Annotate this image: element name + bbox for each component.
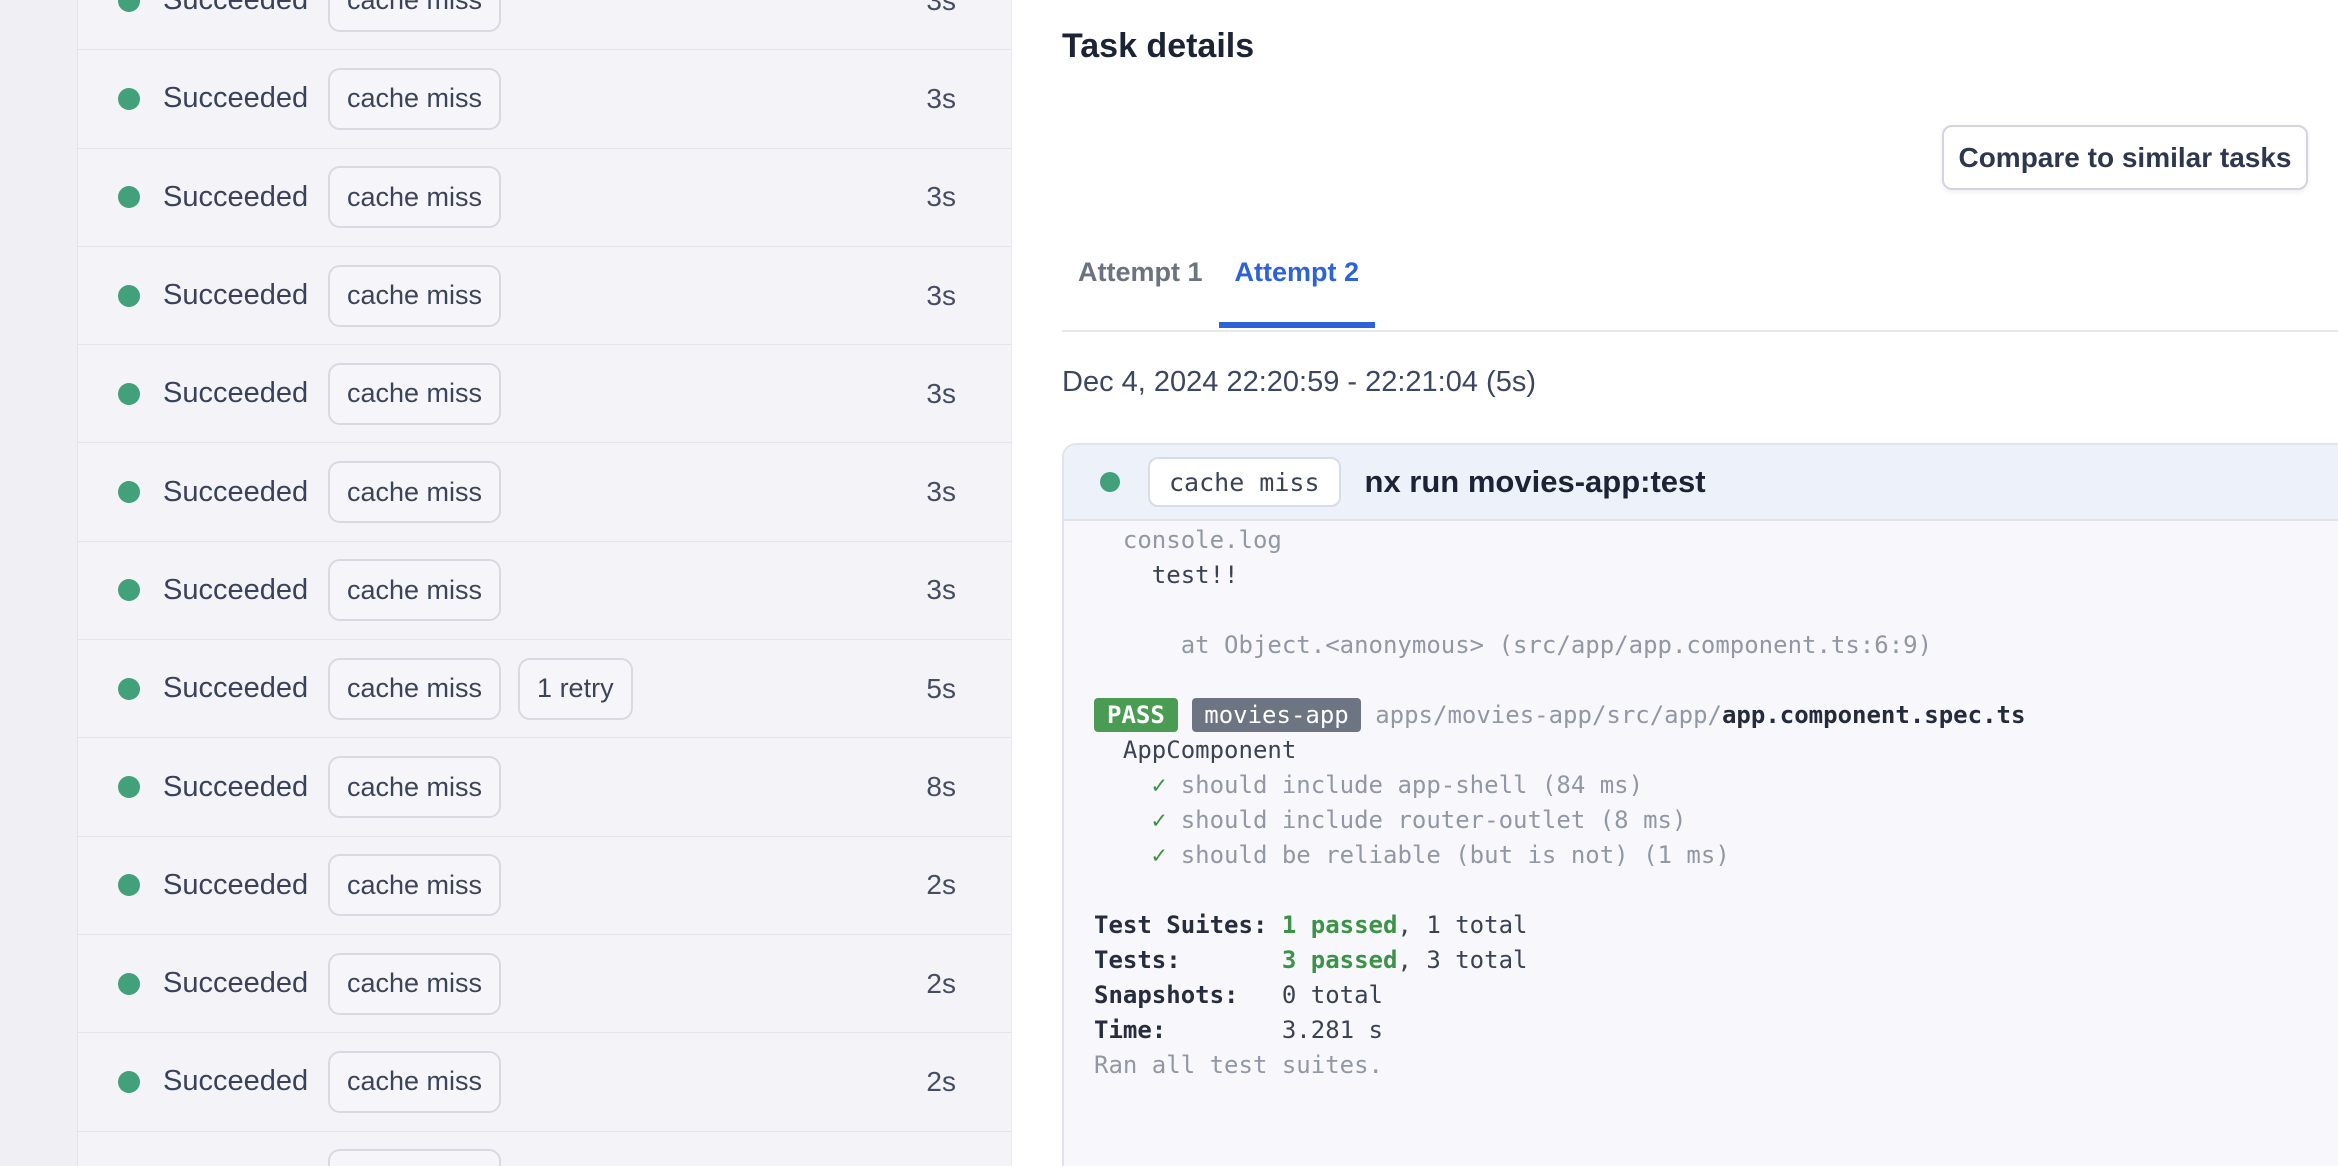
cache-miss-badge: cache miss (328, 264, 502, 327)
task-row[interactable]: Succeeded cache miss 3s (78, 247, 1011, 346)
status-dot (118, 284, 140, 307)
task-details-panel: Task details Compare to similar tasks At… (1012, 0, 2338, 1166)
status-dot (118, 874, 140, 897)
cache-miss-badge: cache miss (328, 362, 502, 425)
console-line: ✓ should be reliable (but is not) (1 ms) (1151, 841, 1730, 869)
task-duration: 3s (926, 279, 956, 311)
tab-attempt[interactable]: Attempt 2 (1218, 248, 1376, 328)
status-dot (118, 87, 140, 110)
cache-miss-badge: cache miss (328, 952, 502, 1015)
task-row[interactable]: Succeeded cache miss 3s (78, 50, 1011, 149)
task-duration: 3s (926, 574, 956, 606)
task-card: cache miss nx run movies-app:test consol… (1062, 443, 2338, 1166)
task-duration: 8s (926, 771, 956, 803)
task-row[interactable]: Succeeded cache miss 3s (78, 149, 1011, 247)
task-duration: 3s (926, 476, 956, 508)
console-line (1094, 663, 2338, 698)
task-duration: 3s (926, 0, 956, 16)
task-row[interactable]: Succeeded cache miss 2s (78, 1033, 1011, 1132)
task-row[interactable]: Succeeded cache miss 3s (78, 443, 1011, 542)
task-duration: 2s (926, 1065, 956, 1097)
status-dot (118, 677, 140, 700)
cache-miss-badge: cache miss (328, 1050, 502, 1113)
task-row[interactable]: cache miss (78, 1132, 1011, 1166)
tabs-divider (1062, 330, 2338, 332)
left-gutter (0, 0, 78, 1166)
console-line (1094, 593, 2338, 628)
task-status-label: Succeeded (163, 0, 309, 17)
console-line: ✓ should include router-outlet (8 ms) (1151, 806, 1687, 834)
console-line: console.log (1094, 526, 1282, 554)
status-dot (118, 579, 140, 602)
task-status-label: Succeeded (163, 1065, 309, 1098)
cache-miss-badge: cache miss (328, 166, 502, 229)
console-line: AppComponent (1094, 736, 1297, 764)
status-dot (118, 776, 140, 799)
task-status-label: Succeeded (163, 180, 309, 213)
cache-miss-badge: cache miss (328, 756, 502, 819)
task-row[interactable]: Succeeded cache miss 3s (78, 0, 1011, 51)
console-line: Tests: 3 passed, 3 total (1094, 946, 1528, 974)
status-dot (1100, 472, 1120, 492)
cache-miss-badge: cache miss (328, 461, 502, 524)
task-status-label: Succeeded (163, 770, 309, 803)
cache-miss-badge: cache miss (328, 1149, 502, 1166)
task-duration: 3s (926, 181, 956, 213)
compare-button[interactable]: Compare to similar tasks (1942, 125, 2308, 190)
task-duration: 3s (926, 377, 956, 409)
task-status-label: Succeeded (163, 868, 309, 901)
attempt-tabs: Attempt 1 Attempt 2 (1062, 248, 1376, 328)
task-status-label: Succeeded (163, 279, 309, 312)
task-row[interactable]: Succeeded cache miss 1 retry 5s (78, 640, 1011, 739)
terminal-output: console.log test!! at Object.<anonymous>… (1064, 521, 2338, 1083)
status-dot (118, 972, 140, 995)
cache-status-badge: cache miss (1148, 457, 1341, 507)
task-row[interactable]: Succeeded cache miss 8s (78, 738, 1011, 837)
cache-miss-badge: cache miss (328, 559, 502, 622)
console-line: ✓ should include app-shell (84 ms) (1151, 771, 1644, 799)
console-line: at Object.<anonymous> (src/app/app.compo… (1094, 631, 1933, 659)
task-row[interactable]: Succeeded cache miss 3s (78, 542, 1011, 641)
console-line: Ran all test suites. (1094, 1051, 1383, 1079)
task-duration: 3s (926, 82, 956, 114)
attempt-date-range: Dec 4, 2024 22:20:59 - 22:21:04 (5s) (1062, 366, 1536, 398)
page-title: Task details (1062, 27, 1255, 65)
status-dot (118, 481, 140, 504)
cache-miss-badge: cache miss (328, 657, 502, 720)
console-line (1094, 873, 2338, 908)
console-line: PASS movies-app apps/movies-app/src/app/… (1094, 698, 2338, 733)
task-status-label: Succeeded (163, 967, 309, 1000)
task-row[interactable]: Succeeded cache miss 2s (78, 837, 1011, 935)
task-duration: 2s (926, 967, 956, 999)
status-dot (118, 0, 140, 12)
tab-attempt[interactable]: Attempt 1 (1062, 248, 1219, 328)
cache-miss-badge: cache miss (328, 67, 502, 130)
task-card-header[interactable]: cache miss nx run movies-app:test (1064, 445, 2338, 521)
cache-miss-badge: cache miss (328, 0, 502, 32)
status-dot (118, 1070, 140, 1093)
task-status-label: Succeeded (163, 573, 309, 606)
task-status-label: Succeeded (163, 475, 309, 508)
cache-miss-badge: cache miss (328, 854, 502, 917)
console-line: Time: 3.281 s (1094, 1016, 1383, 1044)
status-dot (118, 382, 140, 405)
retry-badge: 1 retry (518, 657, 633, 720)
task-status-label: Succeeded (163, 377, 309, 410)
console-line: Snapshots: 0 total (1094, 981, 1383, 1009)
task-status-label: Succeeded (163, 82, 309, 115)
console-line: Test Suites: 1 passed, 1 total (1094, 911, 1528, 939)
task-row[interactable]: Succeeded cache miss 2s (78, 935, 1011, 1034)
task-list[interactable]: Succeeded cache miss 3s Succeeded cache … (78, 0, 1012, 1166)
task-row[interactable]: Succeeded cache miss 3s (78, 345, 1011, 444)
console-line: test!! (1094, 561, 1239, 589)
task-duration: 5s (926, 672, 956, 704)
task-duration: 2s (926, 869, 956, 901)
status-dot (118, 186, 140, 209)
task-command: nx run movies-app:test (1364, 464, 1706, 499)
task-status-label: Succeeded (163, 672, 309, 705)
